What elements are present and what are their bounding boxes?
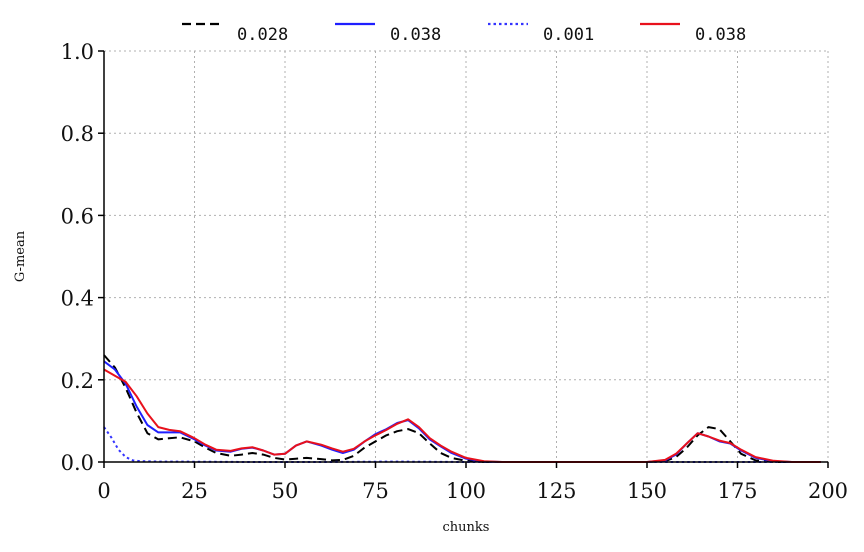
x-tick-label: 175 <box>717 479 757 503</box>
x-tick-label: 25 <box>181 479 208 503</box>
x-tick-label: 125 <box>536 479 576 503</box>
grid <box>104 50 829 462</box>
x-tick-label: 100 <box>446 479 486 503</box>
y-tick-label: 0.6 <box>61 204 94 228</box>
x-tick-label: 75 <box>362 479 389 503</box>
y-axis-title: G-mean <box>13 230 28 282</box>
y-tick-label: 0.8 <box>61 122 94 146</box>
y-tick-label: 1.0 <box>61 40 94 64</box>
x-tick-label: 0 <box>97 479 110 503</box>
x-tick-label: 50 <box>272 479 299 503</box>
x-axis-title: chunks <box>443 520 490 535</box>
legend-label: 0.038 <box>695 25 746 45</box>
legend-label: 0.001 <box>543 25 594 45</box>
legend-label: 0.028 <box>237 25 288 45</box>
y-tick-label: 0.4 <box>61 287 94 311</box>
y-tick-label: 0.0 <box>61 451 94 475</box>
x-tick-label: 150 <box>627 479 667 503</box>
series-line-1 <box>103 354 821 463</box>
tick-labels: 0 25 50 75 100 125 150 175 200 0.0 0.2 0.4 0.6 0.8 1.0 <box>61 40 848 503</box>
series-line-4 <box>103 368 821 463</box>
legend: 0.028 0.038 0.001 0.038 <box>182 22 746 45</box>
series-layer <box>103 354 821 463</box>
y-tick-label: 0.2 <box>61 369 94 393</box>
axes <box>98 50 829 468</box>
x-tick-label: 200 <box>808 479 848 503</box>
legend-label: 0.038 <box>390 25 441 45</box>
